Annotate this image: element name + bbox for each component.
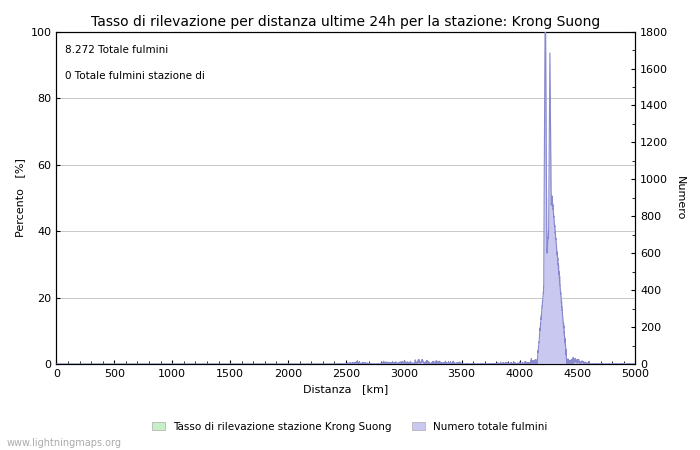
Y-axis label: Percento   [%]: Percento [%] <box>15 158 25 237</box>
Y-axis label: Numero: Numero <box>675 176 685 220</box>
Text: 0 Totale fulmini stazione di: 0 Totale fulmini stazione di <box>65 72 205 81</box>
Legend: Tasso di rilevazione stazione Krong Suong, Numero totale fulmini: Tasso di rilevazione stazione Krong Suon… <box>148 418 552 436</box>
Text: www.lightningmaps.org: www.lightningmaps.org <box>7 438 122 448</box>
Title: Tasso di rilevazione per distanza ultime 24h per la stazione: Krong Suong: Tasso di rilevazione per distanza ultime… <box>91 15 601 29</box>
X-axis label: Distanza   [km]: Distanza [km] <box>303 384 389 395</box>
Text: 8.272 Totale fulmini: 8.272 Totale fulmini <box>65 45 169 55</box>
